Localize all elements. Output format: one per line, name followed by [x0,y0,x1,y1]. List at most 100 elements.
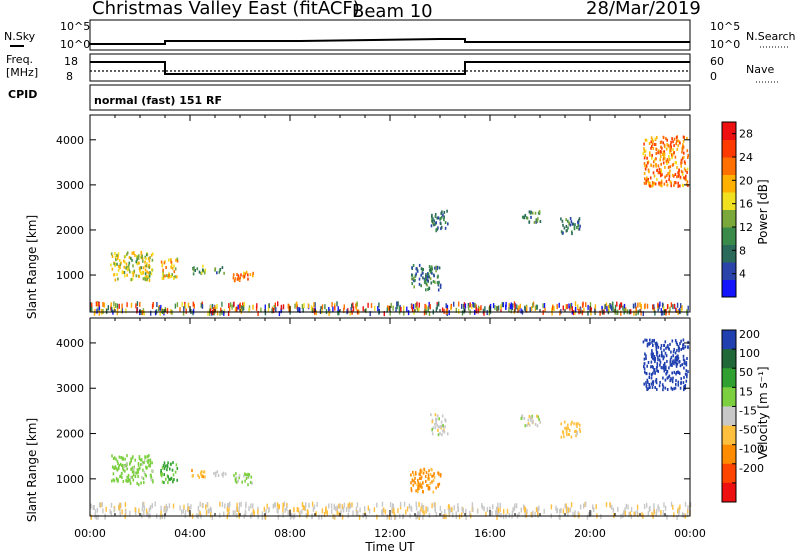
echo-pixel [651,356,654,360]
echo-pixel [643,149,646,153]
echo-pixel [412,264,415,267]
echo-pixel [674,160,677,164]
echo-pixel [111,254,114,258]
ground-scatter-pixel [182,310,185,316]
ground-scatter-pixel [455,511,457,517]
nsky-label: N.Sky [4,30,36,43]
ground-scatter-pixel [145,508,148,514]
ground-scatter-pixel [338,310,340,316]
echo-pixel [113,262,116,266]
echo-pixel [252,274,254,278]
ground-scatter-pixel [141,506,144,512]
echo-pixel [438,417,440,421]
echo-pixel [118,464,120,467]
ground-scatter-pixel [245,501,247,507]
ground-scatter-pixel [106,308,108,314]
echo-pixel [148,259,151,263]
echo-pixel [172,473,175,477]
ground-scatter-pixel [523,504,525,510]
echo-pixel [685,363,688,367]
echo-pixel [168,477,170,481]
echo-pixel [143,470,146,474]
echo-pixel [659,360,662,364]
ground-scatter-pixel [104,514,106,520]
echo-pixel [534,422,537,426]
ground-scatter-pixel [164,514,166,520]
ground-scatter-pixel [210,512,212,518]
echo-pixel [645,372,648,376]
ground-scatter-pixel [113,306,115,312]
echo-pixel [111,454,113,458]
y-tick-label: 1000 [56,473,84,486]
echo-pixel [654,137,657,141]
echo-pixel [234,477,237,481]
y-tick-label: 4000 [56,337,84,350]
ground-scatter-pixel [686,512,689,518]
ground-scatter-pixel [538,505,540,511]
ground-scatter-pixel [386,514,388,520]
echo-pixel [531,414,533,418]
echo-pixel [148,263,150,267]
echo-pixel [191,474,194,478]
ground-scatter-pixel [462,303,465,309]
ground-scatter-pixel [423,310,426,316]
ground-scatter-pixel [227,311,230,316]
echo-pixel [672,360,674,364]
ground-scatter-pixel [174,303,177,309]
echo-pixel [440,225,443,229]
ground-scatter-pixel [422,514,424,520]
ground-scatter-pixel [302,504,304,510]
echo-pixel [676,355,678,359]
echo-pixel [114,466,117,470]
echo-pixel [131,277,134,281]
ground-scatter-pixel [390,515,392,520]
ground-scatter-pixel [531,512,533,518]
ground-scatter-pixel [331,302,333,308]
echo-pixel [431,271,433,275]
echo-pixel [132,478,135,482]
ground-scatter-pixel [579,308,581,314]
ground-scatter-pixel [274,502,276,508]
echo-pixel [133,271,135,275]
echo-pixel [650,136,653,140]
echo-pixel [123,465,126,469]
echo-pixel [444,221,447,224]
echo-pixel [422,271,424,275]
echo-pixel [685,369,688,373]
echo-pixel [687,340,689,344]
echo-pixel [411,273,414,277]
echo-pixel [161,276,164,280]
echo-pixel [164,464,167,468]
echo-pixel [176,257,179,261]
echo-pixel [113,273,115,277]
ground-scatter-pixel [208,508,210,514]
echo-pixel [666,345,669,349]
echo-pixel [235,472,237,476]
echo-pixel [132,455,134,459]
ground-scatter-pixel [320,306,322,312]
echo-pixel [653,368,656,371]
echo-pixel [535,218,538,222]
echo-pixel [676,175,678,179]
echo-pixel [170,275,172,278]
ground-scatter-pixel [226,506,229,512]
colorbar-swatch [722,368,736,388]
echo-pixel [651,349,653,353]
echo-pixel [438,266,441,270]
ground-scatter-pixel [283,501,286,507]
echo-pixel [650,360,653,364]
echo-pixel [684,384,687,387]
ground-scatter-pixel [388,305,390,311]
echo-pixel [193,266,195,270]
echo-pixel [684,345,687,349]
ground-scatter-pixel [205,510,208,516]
ground-scatter-pixel [355,305,358,311]
echo-pixel [536,424,539,428]
ground-scatter-pixel [235,506,238,512]
echo-pixel [670,377,672,381]
ground-scatter-pixel [328,503,330,509]
echo-pixel [671,362,673,366]
ground-scatter-pixel [672,304,674,310]
echo-pixel [439,283,442,287]
ground-scatter-pixel [420,506,422,512]
